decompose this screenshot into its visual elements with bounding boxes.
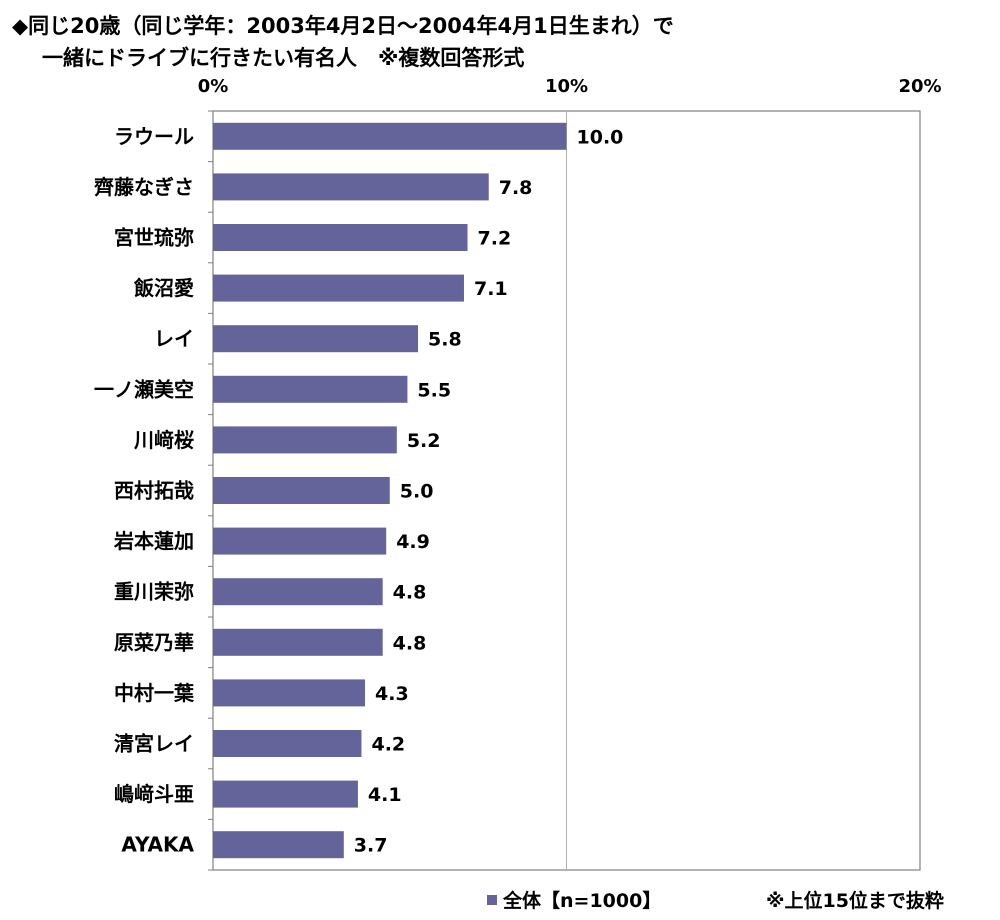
legend-label: 全体【n=1000】: [503, 890, 662, 912]
category-label: 一ノ瀬美空: [94, 377, 194, 401]
x-tick-label: 0%: [198, 76, 229, 97]
data-label: 5.5: [417, 379, 451, 401]
data-label: 4.3: [375, 683, 409, 705]
bar: [213, 831, 344, 859]
category-label: 齊藤なぎさ: [93, 175, 194, 199]
bar: [213, 375, 408, 403]
data-label: 7.2: [478, 228, 512, 250]
category-label: 原菜乃華: [114, 630, 194, 654]
category-label: 川﨑桜: [133, 428, 194, 452]
data-label: 4.2: [371, 734, 405, 756]
bar: [213, 325, 419, 353]
bar: [213, 628, 383, 656]
chart-title-line2: 一緒にドライブに行きたい有名人 ※複数回答形式: [42, 46, 525, 70]
data-label: 3.7: [354, 835, 388, 857]
chart-title-line1: ◆同じ20歳（同じ学年：2003年4月2日～2004年4月1日生まれ）で: [12, 14, 674, 38]
data-label: 4.1: [368, 784, 402, 806]
category-label: レイ: [154, 327, 194, 351]
category-label: ラウール: [114, 124, 194, 148]
bar: [213, 780, 358, 808]
category-label: 西村拓哉: [114, 479, 194, 503]
bar: [213, 274, 464, 302]
bar: [213, 730, 362, 757]
bar: [213, 173, 489, 201]
category-label: 飯沼愛: [133, 276, 194, 300]
legend-swatch: [487, 895, 497, 905]
category-label: AYAKA: [121, 833, 194, 857]
data-label: 4.9: [396, 531, 430, 553]
category-label: 嶋﨑斗亜: [114, 782, 194, 806]
bar: [213, 578, 383, 606]
legend: 全体【n=1000】: [487, 886, 661, 913]
bar: [213, 477, 390, 504]
category-label: 岩本蓮加: [113, 529, 194, 553]
x-tick-label: 10%: [545, 76, 588, 97]
data-label: 4.8: [393, 632, 427, 654]
data-label: 7.8: [499, 177, 533, 199]
category-label: 宮世琉弥: [114, 226, 194, 250]
data-label: 10.0: [577, 126, 624, 148]
data-label: 5.2: [407, 430, 441, 452]
category-label: 重川茉弥: [114, 580, 194, 604]
bar: [213, 527, 387, 555]
bar: [213, 679, 366, 707]
data-label: 5.0: [400, 481, 434, 503]
x-tick-label: 20%: [898, 76, 941, 97]
bar: [213, 426, 397, 454]
data-label: 7.1: [474, 278, 508, 300]
data-label: 5.8: [428, 329, 462, 351]
bar: [213, 122, 567, 150]
footnote: ※上位15位まで抜粋: [766, 890, 944, 912]
data-label: 4.8: [393, 582, 427, 604]
category-label: 清宮レイ: [114, 732, 194, 756]
bar: [213, 224, 468, 251]
category-label: 中村一葉: [114, 681, 195, 705]
